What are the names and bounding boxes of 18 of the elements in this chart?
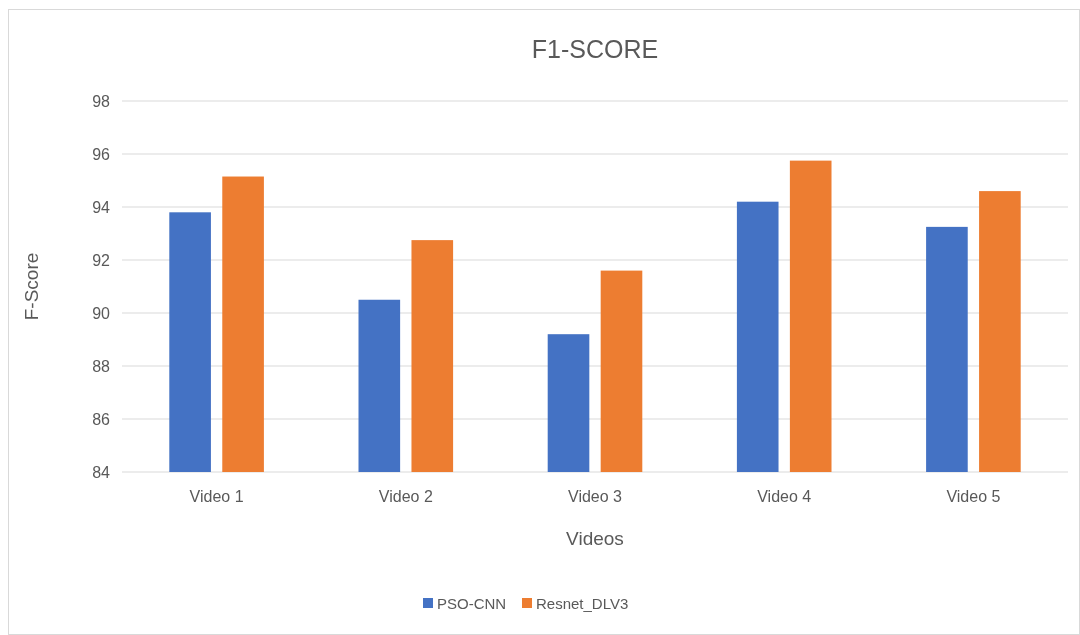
x-tick-label: Video 1	[189, 488, 244, 505]
y-tick-label: 84	[92, 463, 111, 481]
y-tick-label: 94	[92, 198, 111, 216]
x-tick-label: Video 5	[946, 488, 1001, 505]
y-axis-title: F-Score	[21, 252, 42, 321]
y-tick-label: 96	[92, 145, 111, 163]
x-tick-label: Video 2	[378, 488, 433, 505]
y-tick-label: 86	[92, 410, 111, 428]
legend-label: PSO-CNN	[437, 594, 507, 612]
y-tick-label: 92	[92, 251, 111, 269]
legend-label: Resnet_DLV3	[536, 594, 629, 612]
y-tick-label: 98	[92, 92, 111, 110]
y-tick-label: 88	[92, 357, 111, 375]
chart-title: F1-SCORE	[531, 35, 659, 63]
x-tick-label: Video 4	[757, 488, 812, 505]
x-axis-title: Videos	[566, 528, 624, 549]
x-tick-label: Video 3	[568, 488, 623, 505]
y-tick-label: 90	[92, 304, 111, 322]
